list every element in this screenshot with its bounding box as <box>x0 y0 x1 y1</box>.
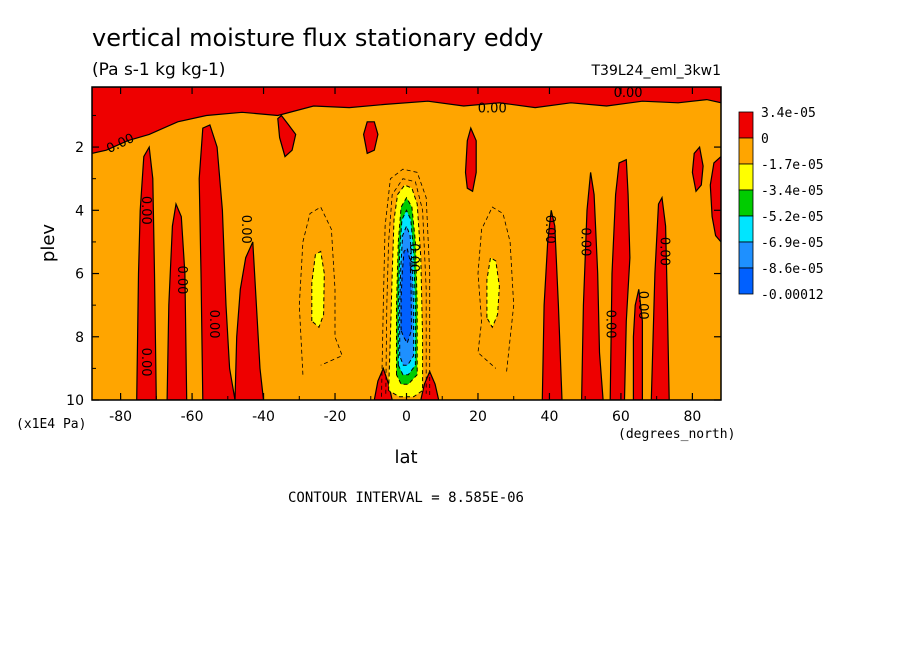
contour-label-5: 0.00 <box>238 215 253 244</box>
contour-interval: CONTOUR INTERVAL = 8.585E-06 <box>288 490 524 506</box>
positive-region-nh-column-40 <box>541 210 563 400</box>
x-tick-label-6: 40 <box>541 409 559 425</box>
contour-label-3: 0.00 <box>138 348 153 377</box>
legend-swatch-1 <box>738 137 754 165</box>
negative-region-5 <box>311 250 325 329</box>
positive-region-nh-column-48 <box>580 172 604 400</box>
plot-area: 0.00 0.00 0.00 0.00 0.00 0.00 0.00 0.00 0.00 0.00… <box>91 86 722 401</box>
x-tick-label-5: 20 <box>469 409 487 425</box>
positive-region-nh-column-64 <box>632 289 643 400</box>
dashed-contours <box>298 168 515 397</box>
contour-label-1: 0.00 <box>138 196 153 225</box>
x-tick-label-3: -20 <box>324 409 347 425</box>
positive-region-nh-blob-17 <box>464 126 477 193</box>
contour-label-11: 0.00 <box>635 291 650 320</box>
x-tick-label-7: 60 <box>612 409 630 425</box>
positive-region-nh-blob-86 <box>709 155 721 243</box>
x-axis-label: lat <box>394 447 417 468</box>
legend-label-5: -6.9e-05 <box>761 236 824 251</box>
contour-label-4: 0.00 <box>206 310 221 339</box>
contour-label-9: 0.00 <box>578 227 593 256</box>
legend-swatch-4 <box>738 215 754 243</box>
chart-subtitle: (Pa s-1 kg kg-1) <box>92 60 225 80</box>
x-tick-label-8: 80 <box>683 409 701 425</box>
x-tick-label-2: -40 <box>252 409 275 425</box>
legend-label-7: -0.00012 <box>761 288 824 303</box>
legend-swatch-6 <box>738 267 754 295</box>
positive-region-sh-column-72 <box>136 145 157 400</box>
legend-label-3: -3.4e-05 <box>761 184 824 199</box>
y-axis: 2 4 6 8 10 <box>66 114 721 409</box>
dashed-contour-0 <box>298 206 343 375</box>
contour-label-8: 0.00 <box>542 215 557 244</box>
positive-region-sh-column-42 <box>234 241 265 400</box>
legend-label-6: -8.6e-05 <box>761 262 824 277</box>
positive-region-nh-column-71 <box>650 195 670 400</box>
positive-region-nh-column-58 <box>609 158 631 400</box>
positive-region-sh-slab-34 <box>277 114 297 158</box>
legend-label-0: 3.4e-05 <box>761 106 816 121</box>
color-legend: 3.4e-05 0 -1.7e-05 -3.4e-05 -5.2e-05 -6.9e-05… <box>738 106 824 303</box>
negative-region-4 <box>400 247 413 345</box>
positive-region-sh-column-50 <box>198 124 236 400</box>
y-tick-label-3: 8 <box>75 330 84 346</box>
x-tick-label-0: -80 <box>109 409 132 425</box>
positive-region-sh-column-62 <box>166 201 188 400</box>
x-axis-unit: (degrees_north) <box>618 427 735 442</box>
y-tick-label-0: 2 <box>75 140 84 156</box>
negative-region-6 <box>486 256 500 329</box>
contour-label-12: 0.00 <box>656 237 671 266</box>
legend-swatch-2 <box>738 163 754 191</box>
contour-label-10: 0.00 <box>603 310 618 339</box>
dashed-contour-3 <box>385 178 427 394</box>
positive-region-sh-blob-10 <box>362 121 379 155</box>
contour-label-6: 0.00 <box>478 102 507 117</box>
contour-label-7: 0.00 <box>614 86 643 101</box>
x-tick-label-1: -60 <box>181 409 204 425</box>
dashed-contour-1 <box>477 206 515 372</box>
y-tick-label-4: 10 <box>66 393 84 409</box>
filled-contours <box>92 87 721 400</box>
x-axis: -80 -60 -40 -20 0 20 40 60 80 <box>109 87 701 425</box>
y-axis-unit: (x1E4 Pa) <box>16 417 86 432</box>
y-axis-label: plev <box>38 224 59 263</box>
legend-label-1: 0 <box>761 132 769 147</box>
legend-swatch-0 <box>738 111 754 139</box>
legend-label-4: -5.2e-05 <box>761 210 824 225</box>
positive-region-nh-blob-82 <box>691 145 704 193</box>
chart-title: vertical moisture flux stationary eddy <box>92 24 543 52</box>
x-tick-label-4: 0 <box>402 409 411 425</box>
legend-swatch-3 <box>738 189 754 217</box>
legend-label-2: -1.7e-05 <box>761 158 824 173</box>
y-tick-label-2: 6 <box>75 267 84 283</box>
run-label: T39L24_eml_3kw1 <box>591 63 722 79</box>
contour-label-2: 0.00 <box>174 265 189 294</box>
legend-swatch-5 <box>738 241 754 269</box>
dashed-contour-2 <box>381 168 431 397</box>
y-tick-label-1: 4 <box>75 203 84 219</box>
positive-region-top-band <box>92 87 721 155</box>
contour-label-13: 0.00 <box>406 243 421 272</box>
